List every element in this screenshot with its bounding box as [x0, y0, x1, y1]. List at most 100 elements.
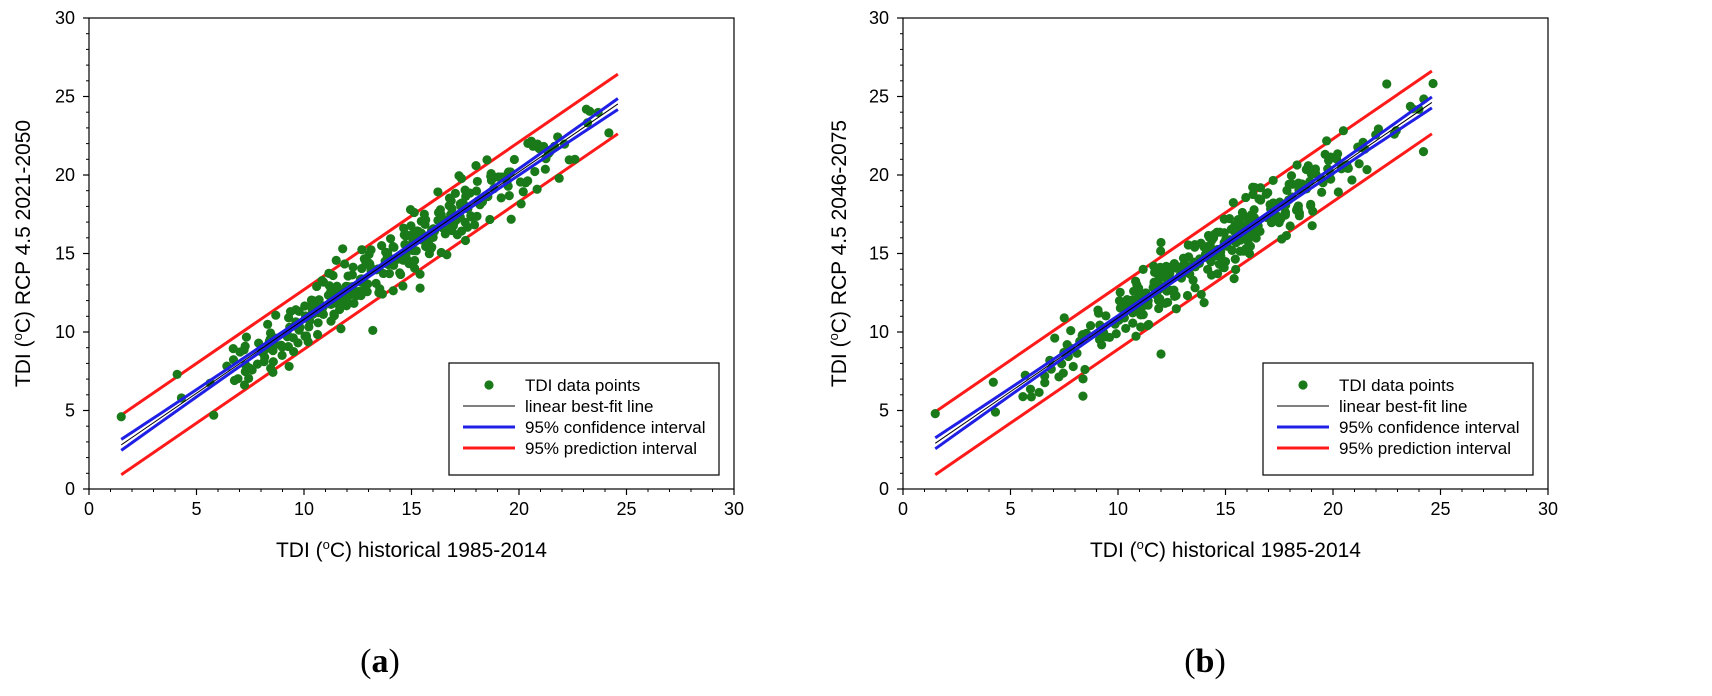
data-point — [1154, 303, 1164, 314]
data-point — [1248, 182, 1258, 192]
legend: TDI data points linear best-fit line 95% c… — [1262, 362, 1534, 476]
data-point — [485, 214, 495, 225]
data-point — [1190, 283, 1200, 293]
data-point — [384, 269, 395, 279]
data-point — [1307, 221, 1317, 231]
data-point — [1025, 384, 1036, 394]
data-point — [306, 295, 317, 305]
data-point — [450, 188, 460, 198]
data-point — [440, 229, 450, 239]
legend-label: 95% prediction interval — [1339, 439, 1511, 458]
y-tick-label: 15 — [55, 244, 75, 264]
y-tick-label: 10 — [869, 322, 889, 342]
data-point — [312, 329, 323, 340]
y-tick-label: 20 — [55, 165, 75, 185]
x-tick-label: 0 — [84, 499, 94, 519]
prediction-interval-lower — [934, 132, 1433, 476]
data-point — [1169, 291, 1180, 302]
data-point — [1241, 192, 1251, 203]
data-point — [452, 230, 462, 240]
data-point — [1382, 79, 1392, 89]
data-point — [406, 221, 416, 231]
x-tick-label: 25 — [616, 499, 636, 519]
legend-label: 95% confidence interval — [525, 418, 706, 437]
legend-label: 95% prediction interval — [525, 439, 697, 458]
data-point — [1058, 368, 1068, 378]
data-point — [348, 262, 358, 272]
data-point — [1373, 124, 1384, 134]
data-point — [540, 164, 550, 174]
data-point — [268, 367, 278, 377]
data-point — [291, 305, 301, 315]
data-point — [516, 199, 526, 209]
chart-panel-a: 0 5 10 15 20 25 30 0 5 10 15 20 25 30 TDI data points l… — [10, 8, 744, 680]
data-point — [1085, 321, 1096, 331]
data-point — [1243, 236, 1253, 246]
data-point — [338, 244, 348, 254]
data-point — [233, 374, 243, 384]
prediction-interval-upper — [120, 72, 619, 417]
data-point — [523, 176, 533, 186]
data-point — [1171, 263, 1181, 273]
data-point — [1293, 204, 1303, 214]
data-point — [364, 249, 374, 260]
data-point — [244, 373, 254, 384]
data-point — [332, 281, 342, 291]
data-point — [988, 377, 998, 387]
data-point — [329, 311, 339, 321]
data-point — [1093, 308, 1104, 318]
data-point — [1115, 287, 1125, 297]
data-point — [357, 245, 367, 255]
data-point — [1281, 231, 1292, 241]
data-point — [1276, 214, 1286, 224]
data-point — [1040, 377, 1050, 388]
data-point — [301, 332, 311, 342]
y-tick-label: 15 — [869, 244, 889, 264]
data-point — [1333, 187, 1343, 197]
data-point — [1428, 78, 1438, 89]
data-point — [1338, 126, 1348, 136]
data-point — [364, 258, 374, 268]
prediction-interval-upper — [934, 69, 1433, 414]
data-point — [1322, 136, 1332, 146]
data-points — [116, 104, 614, 422]
data-point — [1199, 298, 1209, 308]
data-point — [1050, 333, 1060, 343]
data-point — [336, 324, 346, 334]
legend-label: TDI data points — [525, 376, 640, 395]
data-point — [1156, 246, 1166, 256]
x-axis-label: TDI (oC) historical 1985-2014 — [276, 537, 547, 562]
data-point — [357, 263, 367, 274]
data-point — [424, 249, 434, 259]
data-point — [284, 361, 294, 372]
data-point — [407, 229, 417, 240]
data-point — [504, 191, 514, 201]
legend: TDI data points linear best-fit line 95% c… — [448, 362, 720, 476]
y-tick-label: 10 — [55, 322, 75, 342]
data-point — [471, 160, 481, 171]
data-point — [1026, 392, 1036, 402]
data-point — [1268, 198, 1278, 208]
best-fit-line — [934, 101, 1433, 444]
data-point — [509, 154, 519, 165]
data-point — [324, 268, 334, 279]
data-point — [1212, 269, 1223, 279]
x-tick-label: 10 — [1108, 499, 1128, 519]
data-point — [368, 325, 378, 336]
data-point — [469, 220, 480, 230]
data-point — [1256, 195, 1266, 205]
data-point — [1241, 244, 1251, 254]
legend-label: linear best-fit line — [525, 397, 654, 416]
x-tick-label: 30 — [724, 499, 744, 519]
data-point — [388, 286, 398, 296]
data-point — [239, 380, 250, 390]
y-tick-label: 0 — [879, 479, 889, 499]
data-point — [235, 347, 245, 357]
data-point — [241, 332, 252, 342]
data-point — [276, 340, 286, 350]
data-point — [1280, 207, 1291, 218]
data-point — [455, 199, 465, 209]
data-point — [1182, 290, 1193, 301]
data-point — [1138, 264, 1148, 275]
